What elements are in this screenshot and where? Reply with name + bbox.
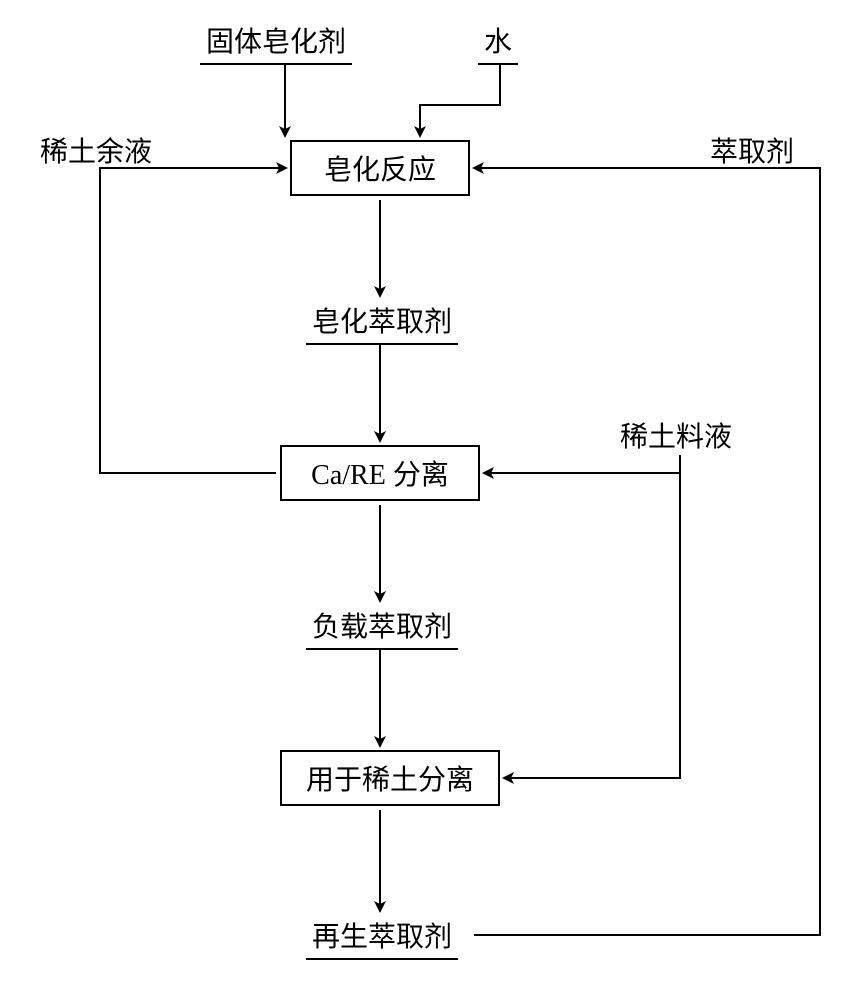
ca-re-separation-box: Ca/RE 分离 (280, 445, 480, 501)
solid-saponifier-label: 固体皂化剂 (200, 20, 352, 65)
water-to-sapon (420, 64, 500, 136)
saponification-box: 皂化反应 (290, 140, 470, 196)
residual-loop (100, 168, 286, 473)
re-separation-label: 用于稀土分离 (306, 758, 474, 798)
residual-liquid-label: 稀土余液 (40, 130, 152, 170)
ca-re-separation-label: Ca/RE 分离 (311, 453, 449, 493)
feed-liquid-label: 稀土料液 (620, 415, 732, 455)
re-separation-box: 用于稀土分离 (280, 750, 500, 806)
loaded-extractant-label: 负载萃取剂 (306, 605, 458, 650)
saponified-extractant-label: 皂化萃取剂 (306, 300, 458, 345)
feed-to-sep (484, 455, 680, 473)
regen-extractant-label: 再生萃取剂 (306, 915, 458, 960)
saponification-label: 皂化反应 (324, 148, 436, 188)
regen-to-extractant (474, 168, 820, 935)
extractant-in-label: 萃取剂 (710, 130, 794, 170)
water-label: 水 (478, 20, 518, 65)
feed-to-resep (504, 455, 680, 778)
